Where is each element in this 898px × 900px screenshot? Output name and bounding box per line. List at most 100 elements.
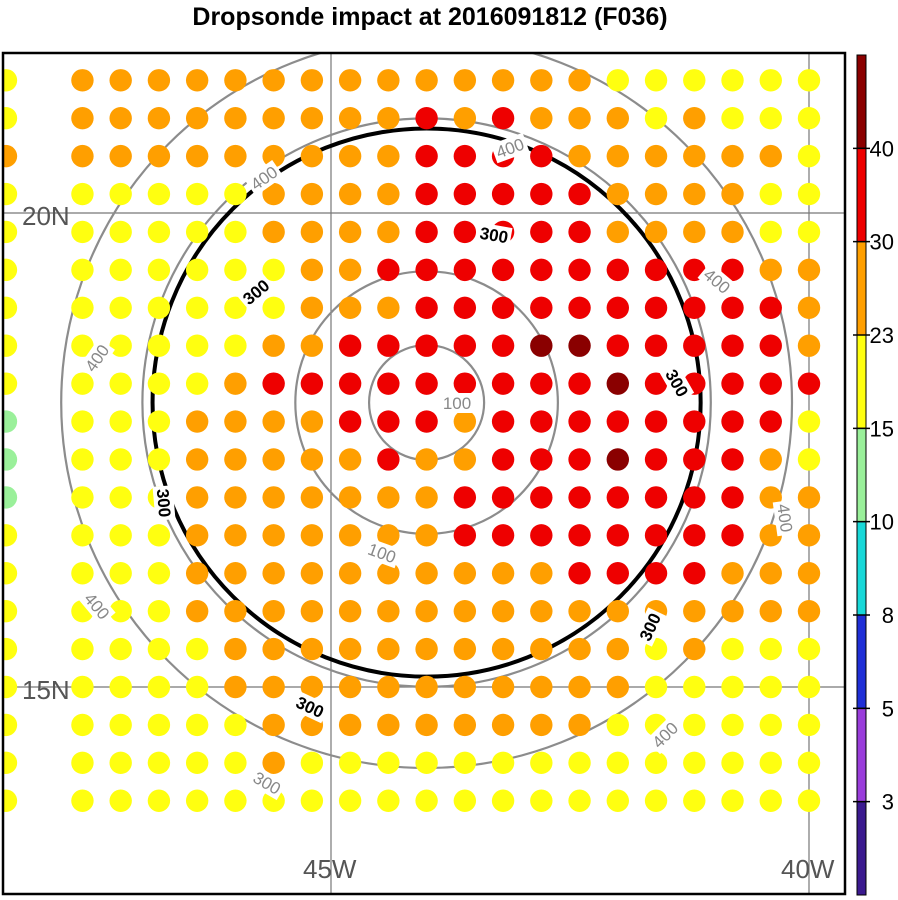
data-point [683,448,706,471]
data-point [644,751,668,775]
data-point [262,599,285,623]
data-point [109,562,132,585]
data-point [759,372,782,395]
data-point [568,486,591,509]
data-point [415,372,438,395]
data-point [530,562,553,585]
data-point [147,69,171,92]
data-point [683,486,706,509]
data-point [3,448,18,471]
data-point [683,789,706,812]
data-point [530,410,553,433]
data-point [185,258,209,282]
data-point [71,713,94,737]
data-point [262,751,285,775]
data-point [300,296,324,319]
data-point [185,524,209,547]
data-point [71,258,94,282]
data-point [759,562,782,585]
data-point [568,144,591,168]
data-point [262,258,285,282]
data-point [683,220,706,244]
data-point [377,751,400,775]
data-point [262,524,285,547]
data-point [415,599,438,623]
data-point [224,751,247,775]
data-point [644,334,668,357]
data-point [530,372,553,395]
data-point [270,53,278,54]
colorbar-tick-label: 10 [870,510,894,535]
data-point [377,675,400,699]
ring-label-background [362,537,402,569]
colorbar-tick-label: 40 [870,136,894,161]
data-point [109,182,132,206]
data-point [3,258,18,282]
data-point [109,372,132,395]
data-point [109,675,132,699]
data-point [652,53,660,54]
data-point [262,372,285,395]
data-point [453,334,477,357]
data-point [644,296,668,319]
data-point [224,182,247,206]
colorbar-tick-label: 5 [882,696,894,721]
data-point [185,637,209,661]
data-point [759,675,782,699]
data-point [644,220,668,244]
data-point [377,713,400,737]
data-point [530,182,553,206]
data-point [644,258,668,282]
data-point [797,637,821,661]
data-point [683,751,706,775]
data-point [453,69,477,92]
data-point [78,53,86,54]
data-point [3,486,18,509]
data-point [683,562,706,585]
data-point [300,599,324,623]
data-point [109,410,132,433]
data-point [300,486,324,509]
data-point [338,751,362,775]
ring-label-background [244,160,284,196]
data-point [109,258,132,282]
data-point [338,334,362,357]
data-point [453,296,477,319]
colorbar-tick-label: 30 [870,230,894,255]
data-point [797,524,821,547]
data-point [185,486,209,509]
data-point [568,69,591,92]
data-point [683,524,706,547]
data-point [3,53,10,54]
data-point [185,410,209,433]
colorbar-bin [856,521,867,616]
data-point [377,107,400,130]
data-point [568,524,591,547]
data-point [644,107,668,130]
data-point [606,486,629,509]
data-point [683,713,706,737]
data-point [224,675,247,699]
data-point [3,599,18,623]
data-point [300,448,324,471]
data-point [3,789,18,812]
data-point [185,599,209,623]
data-point [530,486,553,509]
data-point [71,220,94,244]
data-point [797,751,821,775]
data-point [377,599,400,623]
data-point [721,637,744,661]
data-point [262,486,285,509]
data-point [338,562,362,585]
data-point [683,296,706,319]
data-point [147,713,171,737]
data-point [109,296,132,319]
data-point [377,486,400,509]
colorbar-bin [856,614,867,709]
map-layer: 1001004004004004004004004003003003003003… [3,53,845,894]
data-point [3,182,18,206]
data-point [71,334,94,357]
data-point [568,410,591,433]
ring-label-background [490,132,530,164]
data-point [185,182,209,206]
